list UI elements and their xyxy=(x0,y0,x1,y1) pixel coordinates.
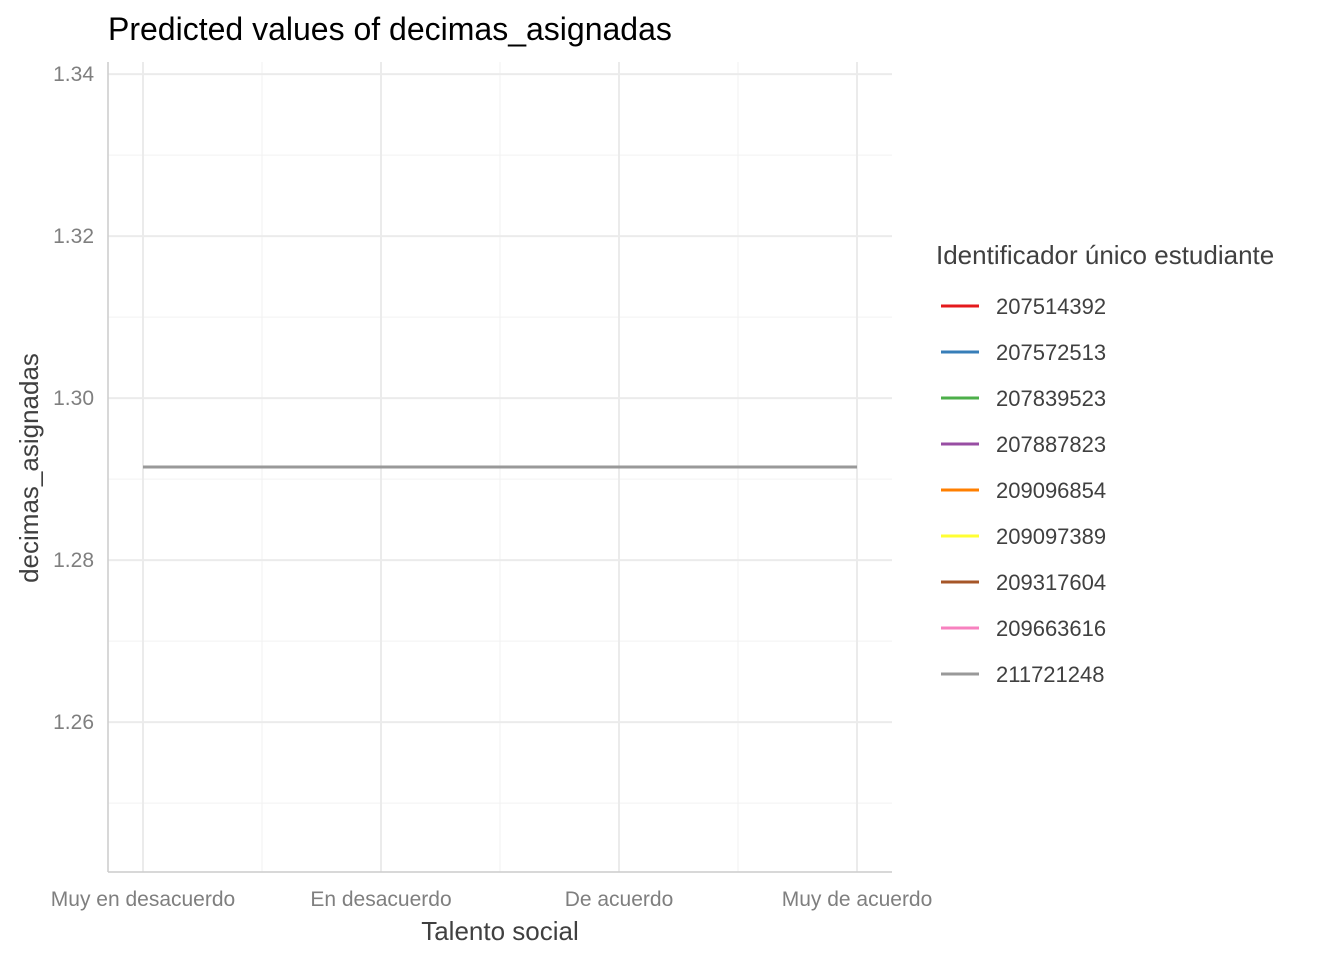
y-tick-label: 1.30 xyxy=(53,387,94,410)
x-tick-label: Muy en desacuerdo xyxy=(51,888,235,911)
plot-area xyxy=(107,62,892,873)
legend: Identificador único estudiante 207514392… xyxy=(936,240,1274,687)
axes xyxy=(107,62,892,873)
legend-label-207514392: 207514392 xyxy=(996,294,1106,319)
legend-label-209096854: 209096854 xyxy=(996,478,1106,503)
legend-label-211721248: 211721248 xyxy=(996,662,1105,687)
y-tick-label: 1.26 xyxy=(53,711,94,734)
legend-label-207887823: 207887823 xyxy=(996,432,1106,457)
x-axis-title: Talento social xyxy=(421,916,579,946)
x-tick-label: De acuerdo xyxy=(565,888,674,911)
chart-title: Predicted values of decimas_asignadas xyxy=(108,11,672,47)
legend-items: 207514392 207572513 207839523 207887823 2090… xyxy=(941,294,1106,687)
x-tick-label: En desacuerdo xyxy=(310,888,451,911)
legend-label-207572513: 207572513 xyxy=(996,340,1106,365)
legend-label-207839523: 207839523 xyxy=(996,386,1106,411)
x-tick-label: Muy de acuerdo xyxy=(782,888,933,911)
y-tick-label: 1.32 xyxy=(53,225,94,248)
legend-title: Identificador único estudiante xyxy=(936,240,1274,270)
y-axis-title: decimas_asignadas xyxy=(14,353,44,583)
x-tick-labels: Muy en desacuerdo En desacuerdo De acuerdo… xyxy=(51,888,933,911)
y-tick-label: 1.28 xyxy=(53,549,94,572)
legend-label-209097389: 209097389 xyxy=(996,524,1106,549)
y-tick-label: 1.34 xyxy=(53,63,94,86)
legend-label-209317604: 209317604 xyxy=(996,570,1106,595)
y-tick-labels: 1.26 1.28 1.30 1.32 1.34 xyxy=(53,63,94,734)
legend-label-209663616: 209663616 xyxy=(996,616,1106,641)
